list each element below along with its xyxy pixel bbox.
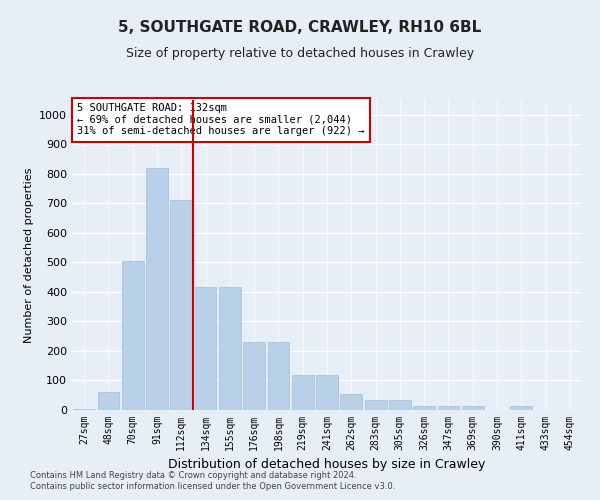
- Bar: [146, 168, 168, 410]
- Bar: [365, 400, 386, 410]
- Bar: [437, 406, 460, 410]
- Bar: [511, 406, 532, 410]
- Bar: [462, 406, 484, 410]
- Bar: [268, 342, 289, 410]
- Bar: [219, 288, 241, 410]
- Text: Size of property relative to detached houses in Crawley: Size of property relative to detached ho…: [126, 48, 474, 60]
- X-axis label: Distribution of detached houses by size in Crawley: Distribution of detached houses by size …: [169, 458, 485, 471]
- Text: 5 SOUTHGATE ROAD: 132sqm
← 69% of detached houses are smaller (2,044)
31% of sem: 5 SOUTHGATE ROAD: 132sqm ← 69% of detach…: [77, 103, 365, 136]
- Bar: [194, 288, 217, 410]
- Bar: [243, 342, 265, 410]
- Bar: [170, 200, 192, 410]
- Bar: [389, 400, 411, 410]
- Text: 5, SOUTHGATE ROAD, CRAWLEY, RH10 6BL: 5, SOUTHGATE ROAD, CRAWLEY, RH10 6BL: [118, 20, 482, 35]
- Bar: [73, 408, 95, 410]
- Bar: [97, 392, 119, 410]
- Text: Contains HM Land Registry data © Crown copyright and database right 2024.: Contains HM Land Registry data © Crown c…: [30, 470, 356, 480]
- Bar: [292, 374, 314, 410]
- Bar: [340, 394, 362, 410]
- Bar: [122, 261, 143, 410]
- Bar: [413, 406, 435, 410]
- Y-axis label: Number of detached properties: Number of detached properties: [23, 168, 34, 342]
- Text: Contains public sector information licensed under the Open Government Licence v3: Contains public sector information licen…: [30, 482, 395, 491]
- Bar: [316, 374, 338, 410]
